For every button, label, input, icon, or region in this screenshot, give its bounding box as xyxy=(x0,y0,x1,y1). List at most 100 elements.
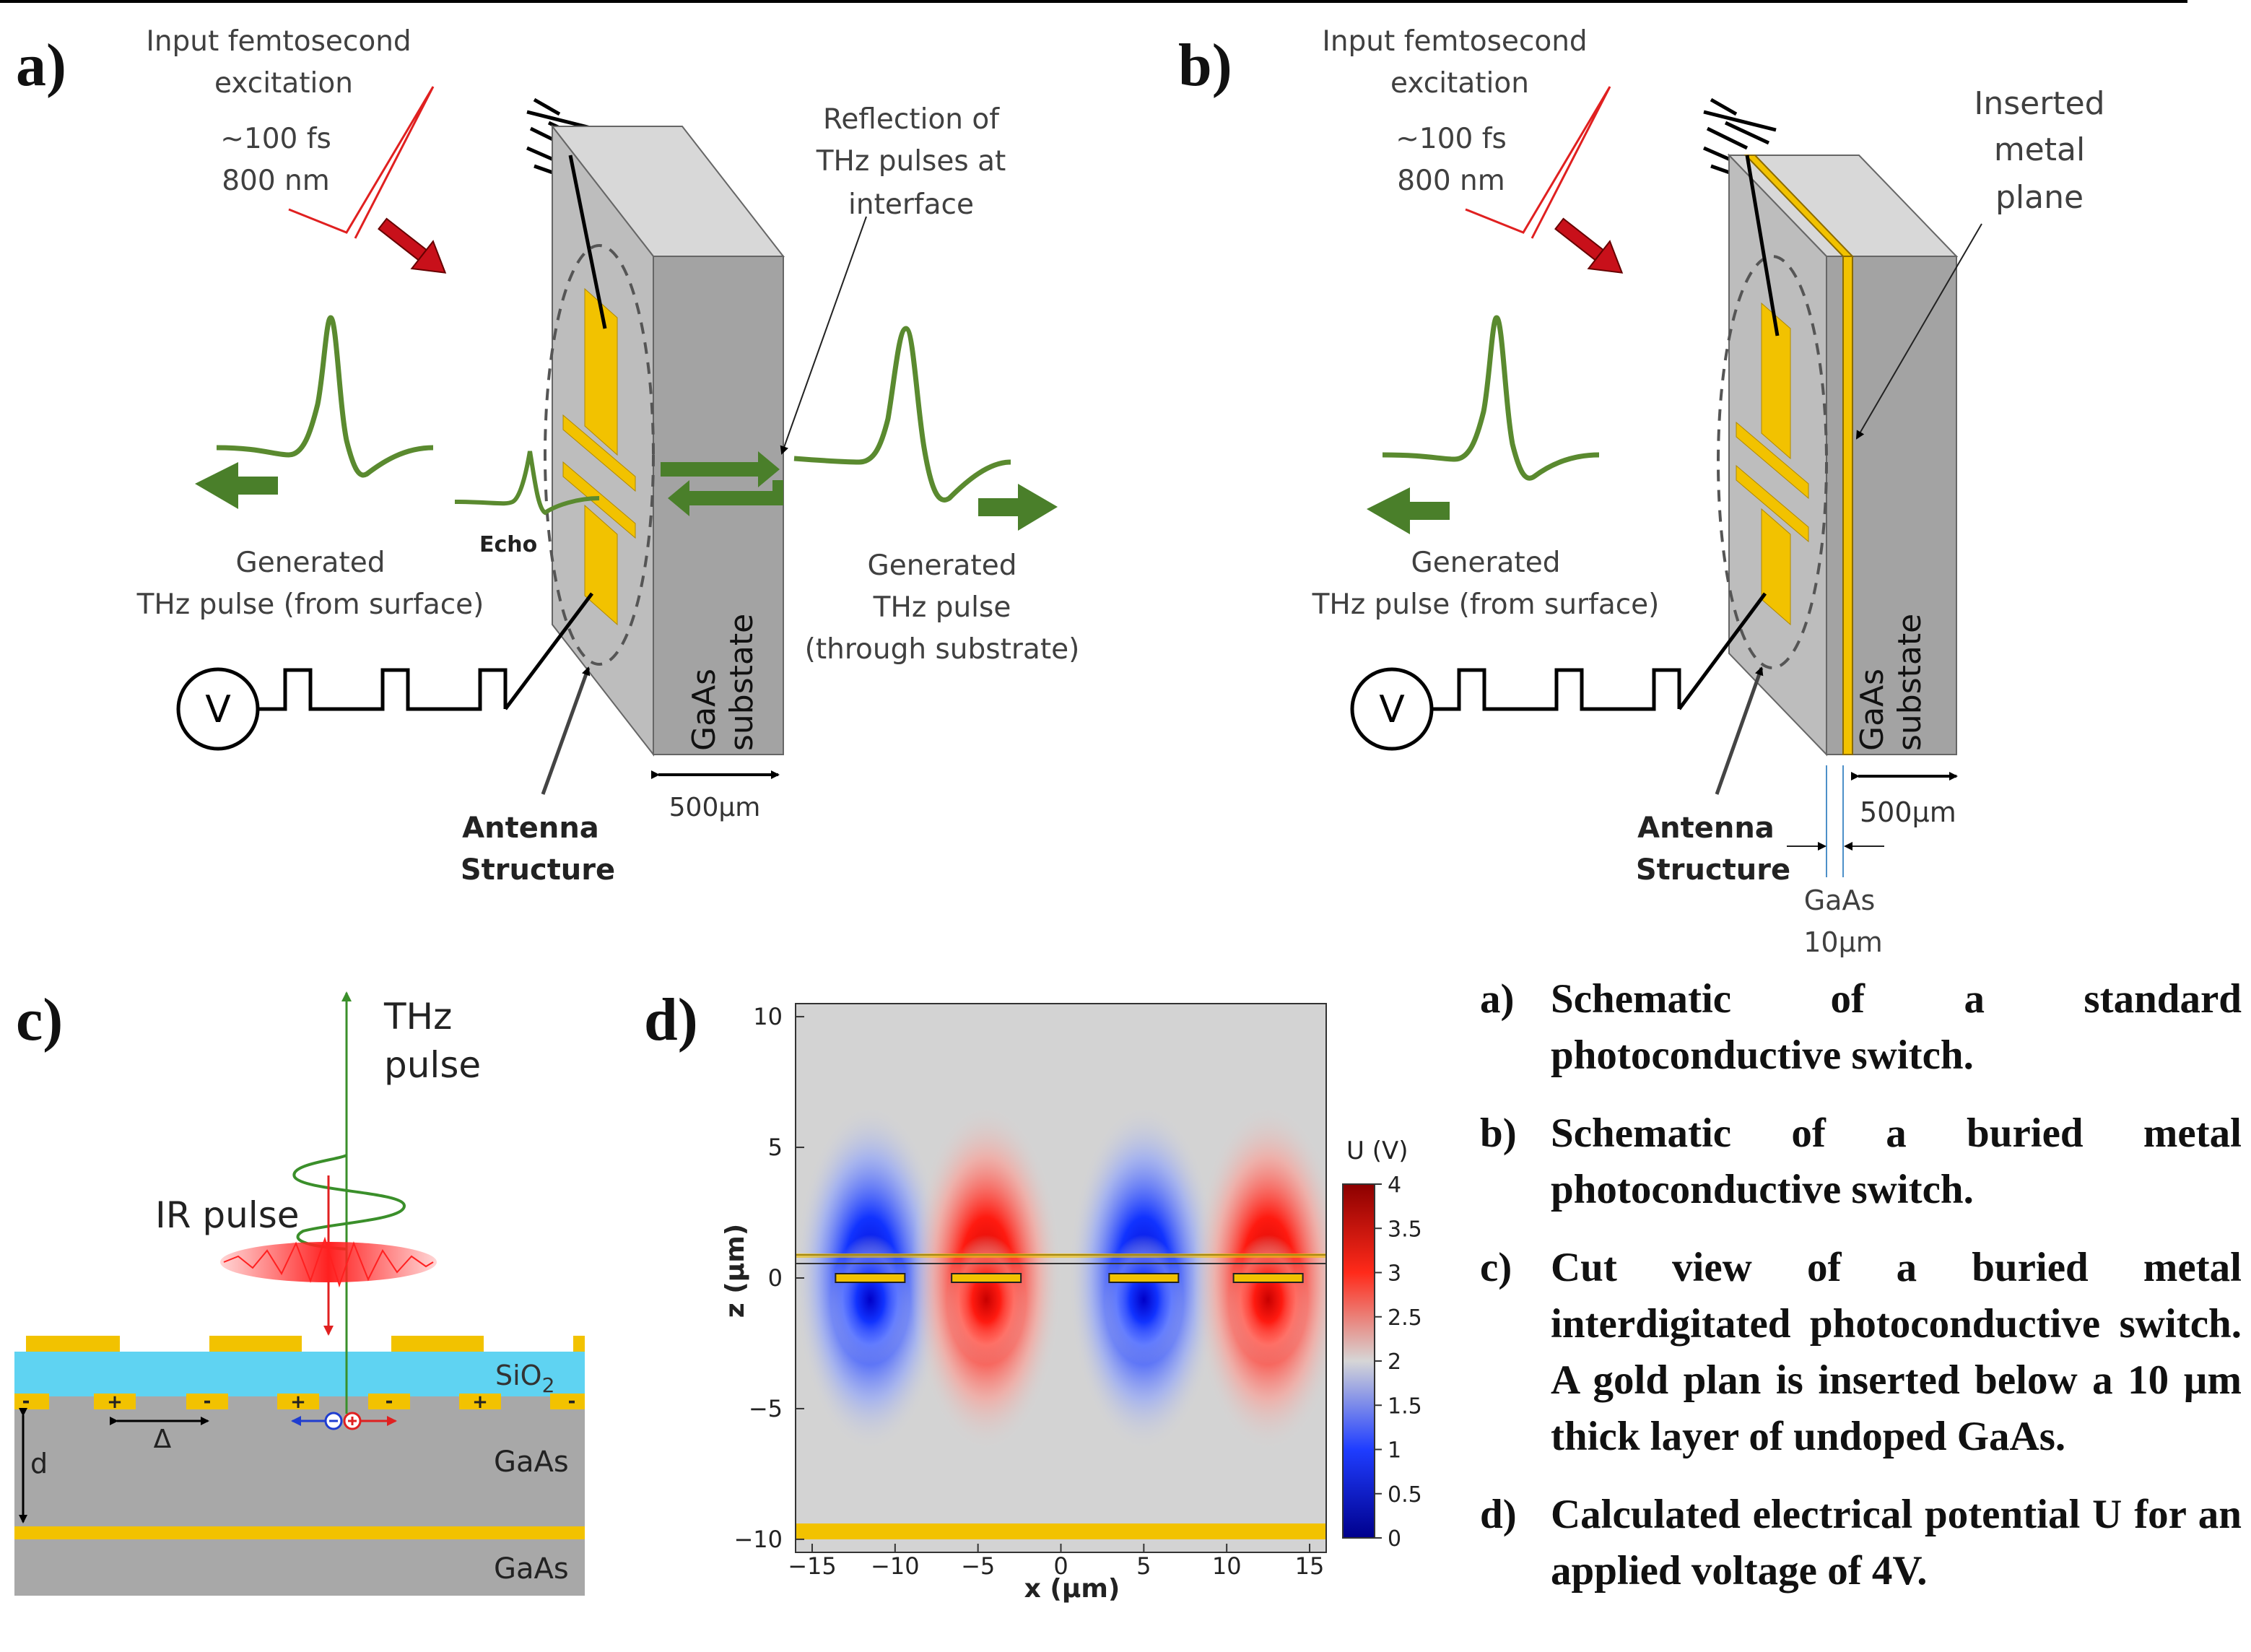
b-input-excitation-line1: Input femtosecond xyxy=(1322,25,1587,58)
colorbar-tick-label: 0.5 xyxy=(1388,1482,1422,1508)
caption-text: Schematic of a standard photoconductive … xyxy=(1551,976,2242,1078)
b-pulse-duration: ~100 fs xyxy=(1396,123,1507,155)
b-voltage-symbol: V xyxy=(1379,688,1405,731)
c-sign: + xyxy=(290,1391,306,1413)
metal-plane-bar xyxy=(796,1523,1326,1539)
colorbar-tick-label: 0 xyxy=(1388,1526,1401,1552)
reflection-line3: interface xyxy=(848,188,974,221)
c-sign: - xyxy=(22,1391,30,1412)
c-oxide-layer xyxy=(14,1352,585,1396)
c-sign: - xyxy=(568,1391,576,1412)
x-ticks: −15 −10 −5 0 5 10 15 xyxy=(788,1544,1324,1580)
b-substrate-line2: substate xyxy=(1891,614,1928,751)
substrate-label: GaAs substate xyxy=(686,614,760,751)
potential-core xyxy=(1104,1235,1184,1365)
c-finger-signs: - + - + - + - xyxy=(22,1391,576,1413)
c-oxide-label: SiO2 xyxy=(495,1360,554,1397)
y-tick-label: 0 xyxy=(768,1264,783,1292)
caption-key: b) xyxy=(1480,1110,1517,1156)
b-thz-arrow-left xyxy=(1367,487,1450,534)
caption-item: b) Schematic of a buried metal photocondu… xyxy=(1480,1105,2242,1218)
beam-to-surface xyxy=(568,155,607,329)
electrode-bar xyxy=(1108,1273,1180,1283)
b-bias-wire xyxy=(1677,592,1767,710)
x-tick-label: −10 xyxy=(871,1552,920,1580)
caption-text: Calculated electrical potential U for an… xyxy=(1551,1492,2242,1594)
x-tick-label: −15 xyxy=(788,1552,837,1580)
b-antenna-region-ellipse xyxy=(1717,255,1828,669)
x-axis-label: x (µm) xyxy=(1024,1574,1120,1604)
y-tick-label: −10 xyxy=(733,1526,783,1553)
c-sign: - xyxy=(386,1391,393,1412)
y-axis-label: z (µm) xyxy=(720,1224,750,1318)
colorbar-tick-label: 3.5 xyxy=(1388,1217,1422,1242)
caption-key: a) xyxy=(1480,976,1515,1022)
c-sign: - xyxy=(204,1391,212,1412)
b-beam-to-surface xyxy=(1745,155,1780,336)
heatmap-electrodes xyxy=(835,1273,1304,1283)
panel-b-label: b) xyxy=(1178,32,1232,99)
caption: a) Schematic of a standard photoconductiv… xyxy=(1480,971,2242,1621)
c-ir-carrier xyxy=(223,1236,434,1288)
potential-core xyxy=(946,1235,1027,1365)
b-metal-plane xyxy=(1842,256,1853,755)
pulse-duration: ~100 fs xyxy=(220,123,331,155)
colorbar-ticks: 4 3.5 3 2.5 2 1.5 1 0.5 0 xyxy=(1375,1173,1422,1552)
laser-beam xyxy=(288,86,435,239)
caption-item: c) Cut view of a buried metal interdigita… xyxy=(1480,1240,2242,1465)
antenna-region-ellipse xyxy=(544,244,655,666)
electrode-bar xyxy=(951,1273,1022,1283)
caption-text: Schematic of a buried metal photoconduct… xyxy=(1551,1110,2242,1212)
electrode-bar xyxy=(835,1273,906,1283)
square-wave xyxy=(258,668,508,711)
c-thz-line2: pulse xyxy=(384,1044,481,1086)
potential-core xyxy=(830,1235,910,1365)
c-thz-wave xyxy=(292,1154,406,1251)
excitation-arrow xyxy=(378,217,447,274)
y-tick-label: 5 xyxy=(768,1134,783,1161)
x-tick-label: 10 xyxy=(1212,1552,1242,1580)
input-excitation-line2: excitation xyxy=(214,67,353,100)
echo-pulse xyxy=(454,451,600,516)
colorbar-tick-label: 2 xyxy=(1388,1349,1401,1375)
thickness-label: 500µm xyxy=(669,793,761,822)
reflection-line2: THz pulses at xyxy=(816,145,1006,178)
generated-substrate-line1: Generated xyxy=(868,549,1017,582)
thz-arrow-right xyxy=(978,484,1058,531)
c-gap-label: Δ xyxy=(154,1425,172,1454)
b-metal-line1: Inserted xyxy=(1974,85,2104,122)
c-ir-label: IR pulse xyxy=(155,1194,300,1236)
b-input-excitation-line2: excitation xyxy=(1390,67,1529,100)
y-tick-label: −5 xyxy=(749,1395,783,1422)
x-tick-label: 15 xyxy=(1295,1552,1325,1580)
panel-b: b) Input femtosecond excitation ~100 fs … xyxy=(1178,25,2105,958)
caption-key: c) xyxy=(1480,1245,1512,1290)
x-tick-label: 5 xyxy=(1136,1552,1151,1580)
b-antenna-line1: Antenna xyxy=(1637,812,1775,845)
caption-key: d) xyxy=(1480,1492,1517,1537)
voltage-symbol: V xyxy=(205,688,231,731)
b-substrate-line1: GaAs xyxy=(1854,669,1891,751)
c-sign: + xyxy=(107,1391,123,1413)
generated-surface-line2: THz pulse (from surface) xyxy=(136,588,484,621)
b-metal-line2: metal xyxy=(1994,131,2085,168)
b-wavelength: 800 nm xyxy=(1397,165,1505,197)
b-generated-surface-line2: THz pulse (from surface) xyxy=(1312,588,1660,621)
b-generated-surface-line1: Generated xyxy=(1411,547,1561,579)
colorbar-title: U (V) xyxy=(1346,1136,1408,1165)
x-tick-label: 0 xyxy=(1053,1552,1068,1580)
c-ir-envelope xyxy=(220,1242,437,1282)
panel-a: a) Input femtosecond excitation ~100 fs … xyxy=(16,25,1079,887)
b-antenna-electrodes xyxy=(1736,302,1809,626)
panel-c-label: c) xyxy=(16,986,63,1053)
caption-text: Cut view of a buried metal interdigitate… xyxy=(1551,1245,2242,1459)
substrate-line2: substate xyxy=(723,614,760,751)
thz-pulse-surface xyxy=(216,315,434,478)
generated-substrate-line2: THz pulse xyxy=(873,591,1011,624)
y-tick-label: 10 xyxy=(753,1003,783,1030)
caption-item: d) Calculated electrical potential U for … xyxy=(1480,1487,2242,1599)
generated-substrate-line3: (through substrate) xyxy=(805,633,1080,666)
c-finger-electrodes xyxy=(14,1394,585,1409)
input-excitation-line1: Input femtosecond xyxy=(146,25,411,58)
x-tick-label: −5 xyxy=(961,1552,995,1580)
